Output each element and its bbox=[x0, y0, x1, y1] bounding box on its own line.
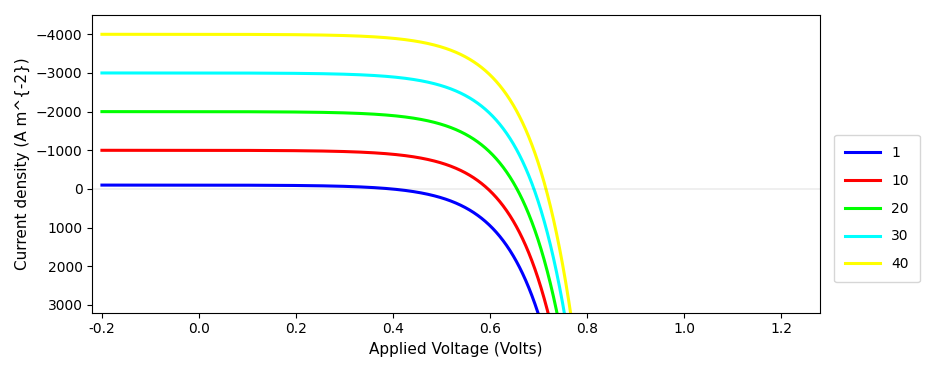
40 bbox=[96, 32, 108, 36]
1 bbox=[96, 183, 108, 187]
10 bbox=[429, 159, 440, 163]
Y-axis label: Current density (A m^{-2}): Current density (A m^{-2}) bbox=[15, 58, 30, 270]
10 bbox=[131, 148, 142, 153]
40 bbox=[131, 32, 142, 36]
1 bbox=[429, 194, 440, 198]
40 bbox=[429, 43, 440, 47]
30 bbox=[429, 81, 440, 86]
20 bbox=[96, 109, 108, 114]
30 bbox=[410, 78, 422, 82]
X-axis label: Applied Voltage (Volts): Applied Voltage (Volts) bbox=[369, 342, 543, 357]
Line: 10: 10 bbox=[102, 150, 786, 372]
20 bbox=[429, 120, 440, 125]
1 bbox=[131, 183, 142, 187]
10 bbox=[96, 148, 108, 153]
10 bbox=[410, 155, 422, 160]
1 bbox=[410, 190, 422, 194]
Line: 1: 1 bbox=[102, 185, 786, 372]
20 bbox=[131, 109, 142, 114]
20 bbox=[410, 116, 422, 121]
30 bbox=[131, 71, 142, 75]
Line: 20: 20 bbox=[102, 112, 786, 372]
Line: 40: 40 bbox=[102, 34, 786, 372]
40 bbox=[410, 39, 422, 44]
30 bbox=[96, 71, 108, 75]
Line: 30: 30 bbox=[102, 73, 786, 372]
Legend: 1, 10, 20, 30, 40: 1, 10, 20, 30, 40 bbox=[834, 135, 920, 282]
